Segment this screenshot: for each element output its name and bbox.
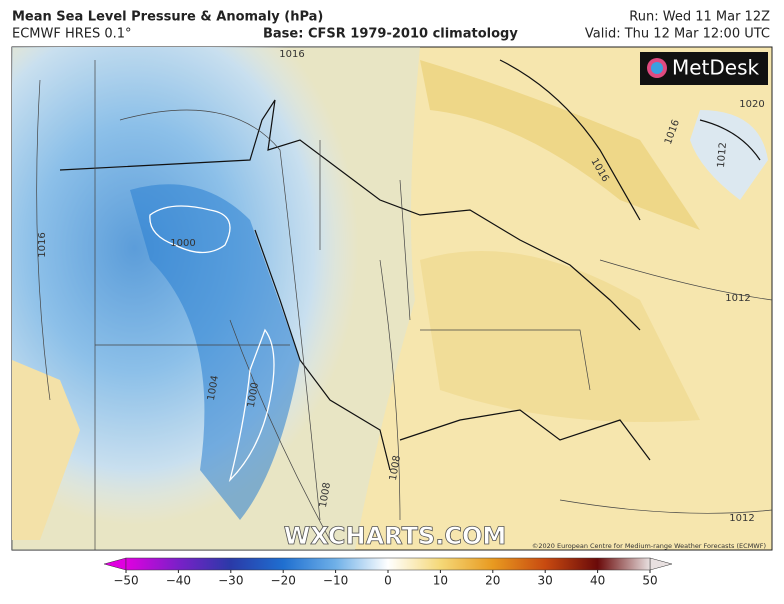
contour-label: 1020: [739, 99, 764, 110]
contour-label: 1012: [725, 293, 750, 304]
contour-label: 1012: [716, 142, 729, 168]
colorbar-tick-label: −30: [218, 574, 243, 588]
colorbar-tick-label: 30: [538, 574, 553, 588]
contour-label: 1008: [388, 455, 403, 482]
colorbar-tick-label: 50: [642, 574, 657, 588]
colorbar-tick-label: −40: [166, 574, 191, 588]
title: Mean Sea Level Pressure & Anomaly (hPa): [12, 10, 323, 25]
base: Base: CFSR 1979-2010 climatology: [263, 27, 518, 42]
model: ECMWF HRES 0.1°: [12, 27, 132, 42]
contour-label: 1008: [318, 482, 333, 509]
colorbar-tick-label: 10: [433, 574, 448, 588]
colorbar-tick-label: −20: [271, 574, 296, 588]
contour-label: 1016: [279, 49, 304, 60]
colorbar-tick-label: 20: [485, 574, 500, 588]
contour-label: 1000: [246, 382, 261, 409]
colorbar-tick-label: −10: [323, 574, 348, 588]
logo-text: MetDesk: [672, 56, 760, 80]
colorbar-end: [103, 557, 127, 571]
contour-label: 1000: [170, 238, 195, 249]
run: Run: Wed 11 Mar 12Z: [629, 10, 770, 25]
colorbar: −50 −40 −30 −20 −10 0 10 20 30 40 50: [103, 557, 673, 588]
logo: MetDesk: [640, 52, 768, 85]
colorbar-end: [649, 557, 673, 571]
valid: Valid: Thu 12 Mar 12:00 UTC: [585, 27, 770, 42]
colorbar-tick-label: 40: [590, 574, 605, 588]
watermark: WXCHARTS.COM: [284, 522, 506, 550]
contour-label: 1012: [729, 513, 754, 524]
colorbar-scale: [125, 557, 651, 571]
contour-label: 1016: [37, 232, 48, 257]
copyright: ©2020 European Centre for Medium-range W…: [532, 542, 766, 550]
contour-label: 1004: [206, 375, 221, 402]
map: [11, 46, 773, 551]
colorbar-tick-label: −50: [113, 574, 138, 588]
colorbar-tick-label: 0: [384, 574, 392, 588]
